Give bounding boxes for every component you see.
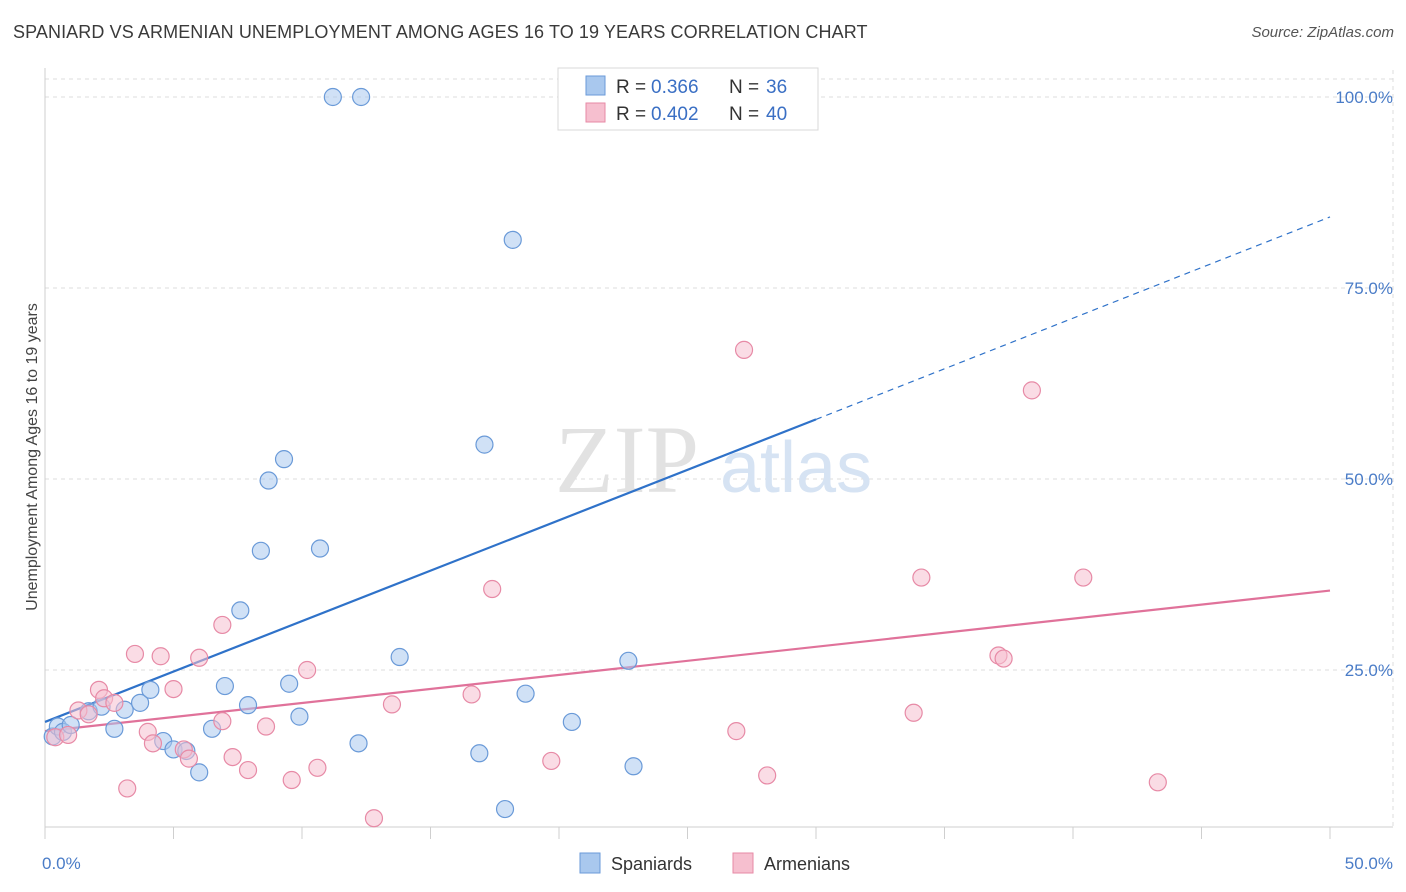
point-armenians-24 [364,809,384,828]
series-legend-swatch-spaniards [579,852,601,874]
trend-line-armenians [44,589,1331,733]
y-tick-label-1: 50.0% [1345,470,1393,489]
point-armenians-28 [542,751,561,771]
point-armenians-10 [143,734,163,753]
point-armenians-11 [151,647,170,666]
point-armenians-17 [213,712,232,731]
series-legend-swatch-armenians [732,852,754,874]
point-spaniards-19 [259,471,278,490]
legend-n-value-2: 40 [766,104,787,125]
legend-swatch-spaniards [585,75,606,96]
correlation-legend: R = 0.366 N = 36 R = 0.402 N = 40 [557,67,819,131]
point-spaniards-6 [105,719,124,738]
point-armenians-22 [298,660,317,680]
y-tick-labels: 25.0% 50.0% 75.0% 100.0% [1335,88,1393,680]
point-armenians-26 [462,685,481,704]
point-armenians-31 [758,766,777,785]
point-spaniards-8 [130,693,150,712]
point-spaniards-25 [352,87,371,107]
legend-swatch-armenians [585,102,606,123]
point-spaniards-16 [231,601,250,620]
point-armenians-8 [125,644,145,664]
point-spaniards-34 [619,651,638,670]
point-armenians-3 [79,705,98,724]
legend-n-label-2: N = [729,104,759,125]
point-spaniards-29 [475,435,494,454]
series-legend: Spaniards Armenians [579,852,850,874]
point-spaniards-22 [290,707,309,726]
x-tick-label-max: 50.0% [1345,854,1393,873]
y-tick-label-2: 75.0% [1345,279,1393,298]
point-spaniards-27 [390,647,409,667]
axes [44,68,1393,839]
source-label: Source: ZipAtlas.com [1251,24,1394,41]
point-armenians-37 [1074,568,1093,587]
point-spaniards-32 [503,230,522,249]
point-armenians-23 [308,758,327,777]
legend-r-label-2: R = [616,104,646,125]
point-armenians-18 [223,747,242,767]
point-spaniards-23 [310,539,330,558]
point-armenians-25 [382,695,402,714]
watermark-atlas: atlas [720,428,872,508]
trend-lines [44,216,1331,733]
legend-n-value-1: 36 [766,77,787,98]
point-spaniards-33 [562,712,581,732]
point-armenians-38 [1148,773,1167,792]
legend-r-label-1: R = [616,77,646,98]
point-spaniards-17 [238,696,258,715]
point-armenians-33 [912,568,931,587]
point-armenians-6 [105,693,124,712]
series-legend-label-spaniards: Spaniards [611,854,692,874]
point-armenians-1 [59,725,78,745]
point-spaniards-24 [323,87,342,107]
point-armenians-35 [994,649,1013,668]
trend-line-spaniards-extension [815,216,1331,420]
point-armenians-19 [238,760,258,780]
y-tick-label-3: 100.0% [1335,88,1393,107]
point-armenians-15 [190,648,209,667]
point-armenians-12 [164,679,183,699]
legend-r-value-1: 0.366 [651,77,699,98]
point-armenians-20 [256,717,276,736]
chart-title: SPANIARD VS ARMENIAN UNEMPLOYMENT AMONG … [13,22,868,42]
legend-n-label-1: N = [729,77,759,98]
point-spaniards-18 [251,541,270,560]
point-armenians-7 [118,779,137,798]
point-armenians-16 [213,615,232,635]
point-armenians-36 [1022,381,1041,400]
point-spaniards-26 [349,734,368,753]
y-axis-title: Unemployment Among Ages 16 to 19 years [24,303,41,611]
point-spaniards-30 [495,799,515,819]
point-spaniards-20 [274,450,294,469]
point-spaniards-13 [190,763,209,782]
point-armenians-14 [179,749,199,768]
point-spaniards-21 [280,674,299,693]
point-spaniards-15 [215,676,234,696]
legend-r-value-2: 0.402 [651,104,699,125]
point-spaniards-35 [624,757,643,776]
watermark: ZIP atlas [555,406,872,513]
trend-line-spaniards [44,418,817,723]
data-points [43,87,1167,828]
point-spaniards-31 [516,684,535,703]
point-armenians-32 [904,703,923,722]
point-armenians-27 [483,579,502,599]
x-tick-label-min: 0.0% [42,854,81,873]
watermark-zip: ZIP [555,406,699,513]
point-armenians-21 [282,770,301,790]
point-armenians-30 [734,340,754,359]
series-legend-label-armenians: Armenians [764,854,850,874]
point-spaniards-9 [141,680,160,699]
point-spaniards-28 [470,744,489,763]
point-armenians-29 [727,722,746,741]
y-tick-label-0: 25.0% [1345,661,1393,680]
